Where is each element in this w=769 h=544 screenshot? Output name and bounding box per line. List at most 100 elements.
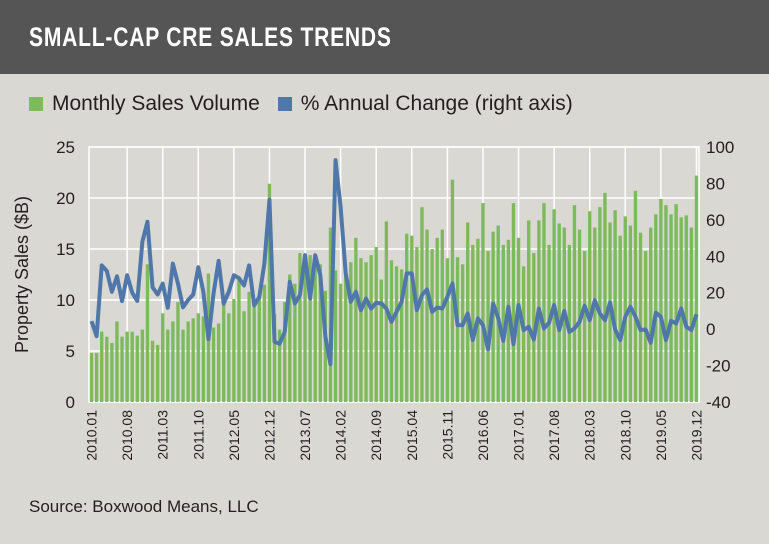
bar — [689, 227, 694, 402]
x-tick-label: 2014.02 — [333, 410, 349, 461]
bar — [582, 251, 587, 402]
bar — [298, 253, 302, 402]
bar — [318, 264, 322, 402]
bar — [628, 225, 633, 402]
bar — [623, 216, 627, 402]
bar — [161, 313, 165, 402]
bar — [216, 323, 221, 402]
x-tick-label: 2011.03 — [155, 410, 171, 460]
bar — [201, 316, 206, 402]
bar — [105, 336, 109, 402]
bar — [598, 207, 602, 402]
bar — [420, 207, 424, 402]
bar — [654, 214, 658, 402]
x-tick-label: 2019.12 — [688, 410, 704, 461]
bar — [303, 254, 307, 402]
bar — [501, 244, 505, 402]
x-tick-label: 2012.05 — [226, 410, 242, 461]
legend: Monthly Sales Volume % Annual Change (ri… — [29, 92, 591, 116]
bar — [338, 283, 343, 402]
bar — [222, 302, 226, 402]
y2-tick-label: 100 — [706, 138, 734, 157]
bar — [333, 270, 338, 402]
bar — [511, 203, 516, 402]
y2-tick-label: 60 — [706, 211, 725, 230]
x-tick-label: 2018.03 — [582, 410, 598, 461]
x-tick-label: 2015.11 — [439, 410, 455, 460]
bar — [613, 210, 617, 402]
bar — [181, 329, 185, 402]
bar — [272, 314, 277, 402]
x-tick-label: 2016.06 — [475, 410, 491, 461]
bar — [191, 318, 195, 402]
bar — [252, 307, 256, 402]
bar — [481, 203, 485, 402]
plot-frame — [88, 146, 700, 403]
bar — [542, 203, 546, 402]
series-line — [89, 158, 699, 367]
bar — [125, 331, 129, 402]
bar — [267, 183, 272, 402]
bar — [232, 298, 236, 402]
legend-swatch-blue — [277, 97, 292, 111]
x-tick-label: 2015.04 — [404, 410, 420, 461]
bar — [669, 214, 673, 402]
bar — [445, 258, 450, 402]
bar — [603, 192, 607, 402]
bar — [288, 274, 292, 402]
y-tick-label: 5 — [66, 342, 75, 361]
bar — [674, 204, 678, 402]
bar — [242, 311, 246, 402]
bar — [486, 251, 490, 402]
y2-tick-label: -20 — [706, 357, 731, 376]
y2-tick-label: 0 — [706, 320, 715, 339]
bar — [593, 227, 597, 402]
bar — [572, 205, 577, 402]
bar — [643, 251, 648, 402]
y2-tick-label: 40 — [706, 247, 725, 266]
bar — [588, 211, 592, 402]
bar — [354, 237, 358, 402]
x-tick-label: 2014.09 — [368, 410, 384, 461]
bar — [633, 190, 638, 402]
bar — [471, 244, 475, 402]
bar — [176, 302, 180, 402]
bar — [399, 269, 404, 402]
x-tick-label: 2010.01 — [84, 410, 100, 461]
bar — [415, 246, 419, 402]
bar — [359, 258, 363, 402]
bar — [394, 266, 399, 402]
bar — [277, 329, 282, 402]
bar — [166, 329, 170, 402]
y-tick-label: 25 — [56, 138, 75, 157]
bar — [425, 229, 429, 402]
bar — [455, 257, 460, 402]
bar — [349, 262, 353, 402]
header-band: SMALL-CAP CRE SALES TRENDS — [0, 0, 769, 74]
bar — [186, 321, 190, 402]
bar — [94, 353, 99, 402]
legend-swatch-green — [29, 97, 43, 111]
bar — [196, 313, 200, 402]
bar — [247, 291, 251, 402]
bar — [211, 327, 216, 402]
bar — [369, 255, 373, 402]
y-tick-label: 15 — [56, 240, 75, 259]
x-tick-label: 2019.05 — [653, 410, 669, 461]
bar — [389, 260, 394, 402]
bar — [440, 229, 444, 402]
bar — [140, 329, 145, 402]
x-tick-label: 2017.08 — [546, 410, 562, 461]
bar — [257, 294, 261, 402]
bar — [344, 273, 348, 402]
bar — [100, 331, 104, 402]
bar — [379, 279, 383, 402]
bar — [684, 215, 688, 402]
bar — [649, 227, 653, 402]
bar — [664, 205, 668, 402]
bar — [430, 249, 434, 402]
bar — [521, 266, 526, 402]
bar — [145, 264, 150, 402]
y2-tick-label: 80 — [706, 174, 725, 193]
y-tick-label: 10 — [56, 291, 75, 310]
